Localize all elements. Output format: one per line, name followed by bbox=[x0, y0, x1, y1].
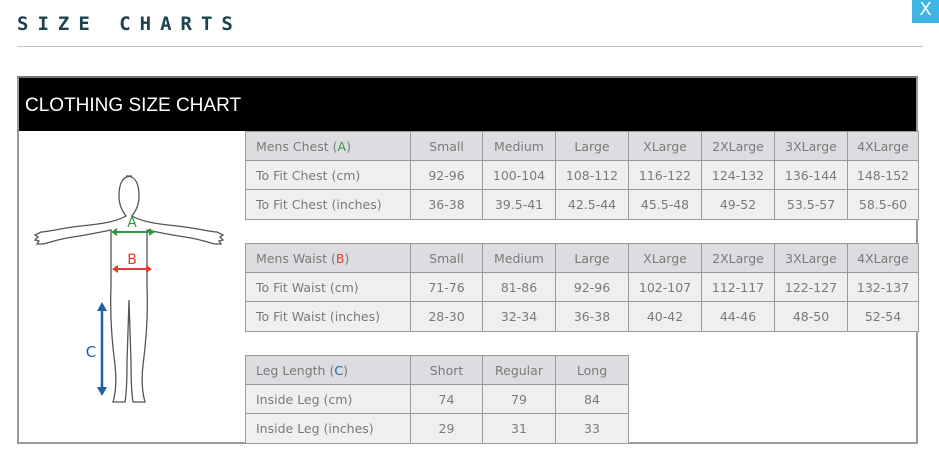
table-cell: 28-30 bbox=[410, 301, 483, 332]
column-header: Medium bbox=[482, 131, 556, 161]
table-cell: 116-122 bbox=[628, 160, 702, 190]
table-cell: 108-112 bbox=[555, 160, 629, 190]
table-cell: 48-50 bbox=[774, 301, 848, 332]
table-cell: 45.5-48 bbox=[628, 189, 702, 220]
table-cell: 102-107 bbox=[628, 272, 702, 302]
header-text: Mens Chest bbox=[256, 138, 329, 154]
divider bbox=[17, 46, 923, 47]
column-header: XLarge bbox=[628, 131, 702, 161]
table-cell: 100-104 bbox=[482, 160, 556, 190]
row-label: Inside Leg (inches) bbox=[245, 413, 411, 444]
table-cell: 136-144 bbox=[774, 160, 848, 190]
table-cell: 112-117 bbox=[701, 272, 775, 302]
section-header-label: Mens Chest (A) bbox=[245, 131, 411, 161]
table-cell: 79 bbox=[482, 384, 556, 414]
table-cell: 39.5-41 bbox=[482, 189, 556, 220]
table-cell: 148-152 bbox=[847, 160, 919, 190]
column-header: 3XLarge bbox=[774, 131, 848, 161]
header-marker: C bbox=[334, 362, 344, 378]
table-cell: 49-52 bbox=[701, 189, 775, 220]
table-cell: 42.5-44 bbox=[555, 189, 629, 220]
header-text: Mens Waist bbox=[256, 250, 327, 266]
table-cell: 58.5-60 bbox=[847, 189, 919, 220]
label-a: A bbox=[127, 215, 137, 231]
table-cell: 40-42 bbox=[628, 301, 702, 332]
page-title: SIZE CHARTS bbox=[17, 13, 242, 35]
column-header: 2XLarge bbox=[701, 131, 775, 161]
table-cell: 36-38 bbox=[410, 189, 483, 220]
size-chart: CLOTHING SIZE CHART A B C Mens Chest (A)… bbox=[17, 76, 919, 444]
arrow-b-icon bbox=[112, 265, 152, 273]
arrow-c-icon bbox=[97, 302, 107, 396]
column-header: Small bbox=[410, 131, 483, 161]
column-header: Small bbox=[410, 243, 483, 273]
table-cell: 33 bbox=[555, 413, 629, 444]
table-cell: 36-38 bbox=[555, 301, 629, 332]
header-text: Leg Length bbox=[256, 362, 326, 378]
column-header: Large bbox=[555, 243, 629, 273]
header-marker: A bbox=[337, 138, 347, 154]
column-header: XLarge bbox=[628, 243, 702, 273]
table-cell: 31 bbox=[482, 413, 556, 444]
row-label: Inside Leg (cm) bbox=[245, 384, 411, 414]
body-outline bbox=[33, 175, 225, 403]
header-marker: B bbox=[335, 250, 345, 266]
row-label: To Fit Waist (cm) bbox=[245, 272, 411, 302]
column-header: Large bbox=[555, 131, 629, 161]
chart-heading: CLOTHING SIZE CHART bbox=[19, 78, 916, 131]
table-cell: 122-127 bbox=[774, 272, 848, 302]
column-header: 2XLarge bbox=[701, 243, 775, 273]
row-label: To Fit Chest (cm) bbox=[245, 160, 411, 190]
table-cell: 92-96 bbox=[410, 160, 483, 190]
label-c: C bbox=[86, 343, 96, 361]
row-label: To Fit Chest (inches) bbox=[245, 189, 411, 220]
column-header: 4XLarge bbox=[847, 131, 919, 161]
table-cell: 53.5-57 bbox=[774, 189, 848, 220]
table-cell: 74 bbox=[410, 384, 483, 414]
column-header: 4XLarge bbox=[847, 243, 919, 273]
table-cell: 84 bbox=[555, 384, 629, 414]
table-cell: 81-86 bbox=[482, 272, 556, 302]
body-figure: A B C bbox=[19, 131, 245, 442]
arrow-a-icon bbox=[111, 228, 155, 236]
table-cell: 92-96 bbox=[555, 272, 629, 302]
table-cell: 29 bbox=[410, 413, 483, 444]
column-header: 3XLarge bbox=[774, 243, 848, 273]
row-label: To Fit Waist (inches) bbox=[245, 301, 411, 332]
table-cell: 52-54 bbox=[847, 301, 919, 332]
table-cell: 44-46 bbox=[701, 301, 775, 332]
table-cell: 71-76 bbox=[410, 272, 483, 302]
column-header: Long bbox=[555, 355, 629, 385]
section-header-label: Leg Length (C) bbox=[245, 355, 411, 385]
table-cell: 132-137 bbox=[847, 272, 919, 302]
table-cell: 32-34 bbox=[482, 301, 556, 332]
section-header-label: Mens Waist (B) bbox=[245, 243, 411, 273]
table-cell: 124-132 bbox=[701, 160, 775, 190]
column-header: Regular bbox=[482, 355, 556, 385]
column-header: Medium bbox=[482, 243, 556, 273]
column-header: Short bbox=[410, 355, 483, 385]
label-b: B bbox=[127, 252, 137, 268]
close-button[interactable]: X bbox=[912, 0, 939, 23]
